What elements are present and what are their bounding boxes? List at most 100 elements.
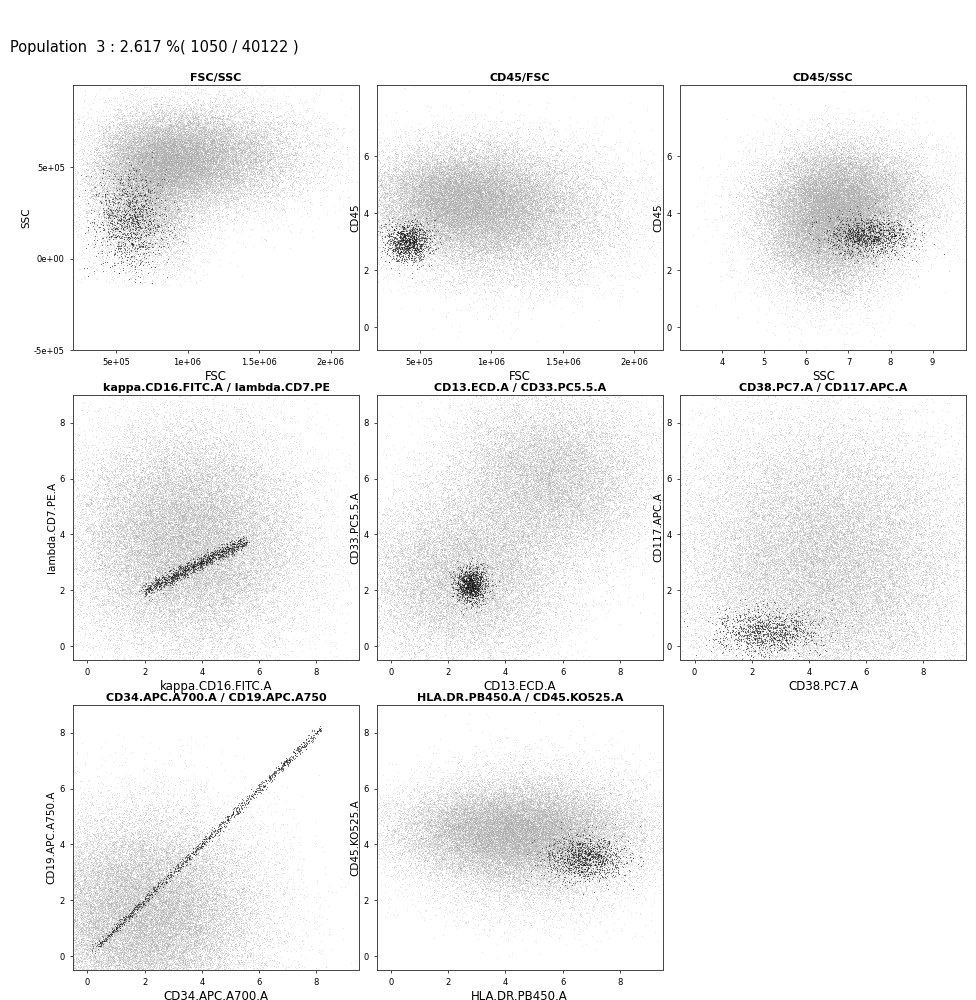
Point (517, 830, 533, 846)
Point (853, 199, 869, 215)
Point (814, 204, 830, 220)
Point (191, 877, 207, 893)
Point (724, 554, 740, 570)
Point (213, 190, 228, 206)
Point (155, 140, 171, 156)
Point (866, 651, 881, 667)
Point (420, 803, 435, 819)
Point (135, 908, 150, 924)
Point (486, 163, 502, 179)
Point (791, 518, 806, 534)
Point (214, 510, 229, 526)
Point (435, 175, 451, 191)
Point (831, 201, 846, 217)
Point (468, 848, 484, 864)
Point (462, 589, 477, 605)
Point (722, 572, 738, 588)
Point (166, 570, 182, 586)
Point (201, 551, 217, 567)
Point (155, 146, 171, 162)
Point (812, 183, 828, 199)
Point (173, 922, 188, 938)
Point (478, 788, 494, 804)
Point (201, 611, 217, 627)
Point (421, 179, 436, 195)
Point (793, 194, 808, 210)
Point (534, 230, 549, 246)
Point (520, 216, 536, 232)
Point (532, 177, 548, 193)
Point (492, 862, 508, 878)
Point (504, 522, 519, 538)
Point (441, 203, 457, 219)
Point (150, 495, 166, 511)
Point (87, 211, 102, 227)
Point (115, 913, 131, 929)
Point (566, 854, 582, 870)
Point (223, 142, 238, 158)
Point (556, 823, 572, 839)
Point (401, 227, 417, 243)
Point (489, 811, 505, 827)
Point (427, 495, 442, 511)
Point (727, 418, 743, 434)
Point (167, 133, 183, 149)
Point (156, 139, 172, 155)
Point (628, 798, 643, 814)
Point (223, 181, 238, 197)
Point (486, 209, 502, 225)
Point (148, 586, 164, 602)
Point (422, 614, 437, 630)
Point (204, 194, 220, 210)
Point (433, 170, 449, 186)
Point (424, 626, 439, 642)
Point (430, 589, 446, 605)
Point (547, 825, 562, 841)
Point (877, 192, 893, 208)
Point (203, 158, 219, 174)
Point (813, 460, 829, 476)
Point (835, 180, 851, 196)
Point (750, 508, 765, 524)
Point (152, 181, 168, 197)
Point (843, 178, 859, 194)
Point (427, 881, 442, 897)
Point (566, 217, 582, 233)
Point (434, 592, 450, 608)
Point (196, 920, 212, 936)
Point (119, 933, 135, 949)
Point (535, 801, 550, 817)
Point (161, 474, 177, 490)
Point (523, 216, 539, 232)
Point (152, 829, 168, 845)
Point (202, 160, 218, 176)
Point (209, 190, 224, 206)
Point (453, 184, 468, 200)
Point (146, 892, 162, 908)
Point (123, 924, 139, 940)
Point (801, 234, 817, 250)
Point (147, 191, 163, 207)
Point (826, 617, 841, 633)
Point (939, 570, 955, 586)
Point (778, 215, 793, 231)
Point (185, 481, 201, 497)
Point (469, 562, 485, 578)
Point (936, 592, 952, 608)
Point (758, 474, 774, 490)
Point (809, 587, 825, 603)
Point (482, 212, 498, 228)
Point (126, 639, 142, 655)
Point (120, 522, 136, 538)
Point (522, 799, 538, 815)
Point (471, 840, 487, 856)
Point (498, 455, 513, 471)
Point (421, 179, 436, 195)
Point (527, 489, 543, 505)
Point (811, 265, 827, 281)
Point (772, 236, 788, 252)
Point (85, 536, 101, 552)
Point (131, 209, 146, 225)
Point (477, 587, 493, 603)
Point (468, 246, 483, 262)
